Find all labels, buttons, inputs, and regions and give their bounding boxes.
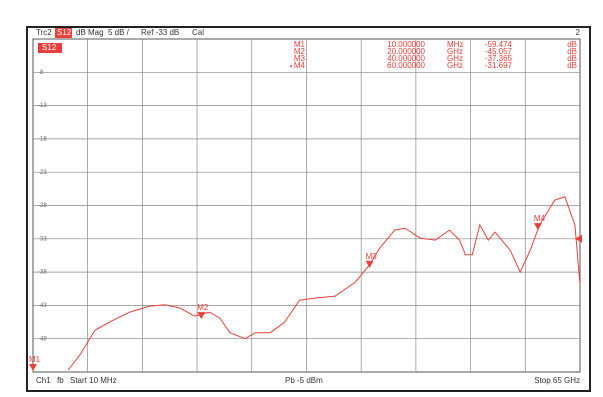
y-tick-label: -33 xyxy=(38,236,47,242)
marker-table-response: -31.697 xyxy=(485,61,513,70)
footer-stop: Stop 65 GHz xyxy=(534,376,580,385)
marker-table-stimulus: 60.000000 xyxy=(387,61,425,70)
marker-triangle xyxy=(365,260,374,268)
marker-table-label: M3 xyxy=(294,54,306,63)
param: S12 xyxy=(57,28,72,37)
cal: Cal xyxy=(192,28,204,37)
marker-table-label: M1 xyxy=(294,40,306,49)
y-tick-label: -8 xyxy=(38,70,44,76)
scale: 5 dB / xyxy=(108,28,130,37)
footer-mode: fb xyxy=(57,376,64,385)
marker-table-label: M2 xyxy=(294,47,306,56)
param-badge xyxy=(55,28,72,38)
channel-number: 2 xyxy=(576,28,581,37)
marker-table-response: -37.365 xyxy=(485,54,513,63)
format: dB Mag xyxy=(76,28,104,37)
marker-table-response: -59.474 xyxy=(485,40,513,49)
trace-badge-text: S12 xyxy=(42,43,57,52)
trace-name: Trc2 xyxy=(36,28,52,37)
y-tick-label: -18 xyxy=(38,136,47,142)
marker-table-stimulus: 10.000000 xyxy=(387,40,425,49)
marker-triangle xyxy=(29,364,37,371)
marker-label: M3 xyxy=(366,252,378,261)
ref-level-marker xyxy=(575,234,582,243)
footer-power: Pb -5 dBm xyxy=(285,376,323,385)
marker-table-unit: GHz xyxy=(447,61,463,70)
y-tick-label: -23 xyxy=(38,170,47,176)
marker-table-unit: MHz xyxy=(447,40,463,49)
marker-table-response-unit: dB xyxy=(567,40,577,49)
marker-label: M4 xyxy=(534,214,546,223)
marker-table-response-unit: dB xyxy=(567,47,577,56)
marker-table-response-unit: dB xyxy=(567,61,577,70)
marker-label: M2 xyxy=(197,303,209,312)
footer-start: Start 10 MHz xyxy=(70,376,117,385)
y-tick-label: -13 xyxy=(38,103,47,109)
footer-channel: Ch1 xyxy=(36,376,51,385)
marker-table-label: M4 xyxy=(294,61,306,70)
marker-table-stimulus: 20.000000 xyxy=(387,47,425,56)
y-tick-label: -28 xyxy=(38,203,47,209)
ref: Ref -33 dB xyxy=(141,28,179,37)
marker-triangle xyxy=(197,312,206,320)
y-tick-label: -48 xyxy=(38,336,47,342)
marker-label: M1 xyxy=(29,355,41,364)
y-tick-label: -43 xyxy=(38,303,47,309)
trace-badge xyxy=(38,43,62,53)
marker-triangle xyxy=(533,223,542,231)
y-tick-label: -38 xyxy=(38,270,47,276)
marker-table-unit: GHz xyxy=(447,47,463,56)
marker-table-response-unit: dB xyxy=(567,54,577,63)
marker-table-stimulus: 40.000000 xyxy=(387,54,425,63)
marker-table-response: -45.057 xyxy=(485,47,513,56)
active-marker-dot xyxy=(290,65,292,67)
marker-table-unit: GHz xyxy=(447,54,463,63)
